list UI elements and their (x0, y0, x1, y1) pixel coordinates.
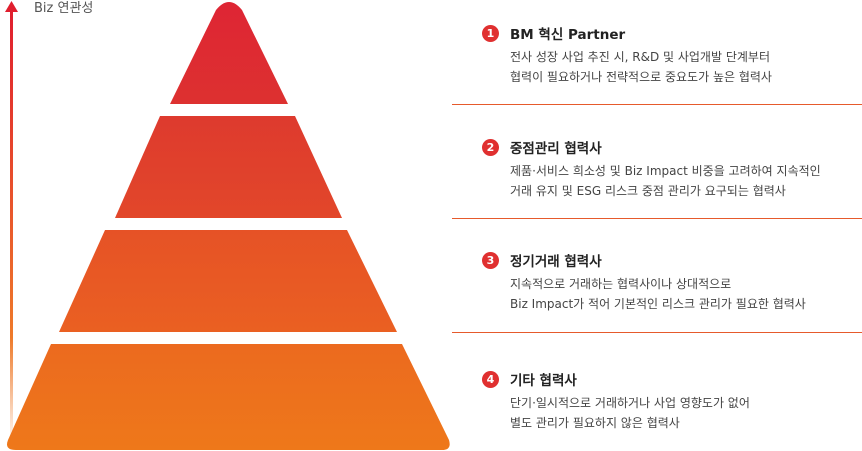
tier-3-title: 정기거래 협력사 (510, 254, 602, 270)
tier-1-description: 전사 성장 사업 추진 시, R&D 및 사업개발 단계부터 협력이 필요하거나… (482, 47, 862, 87)
tier-4-block: 4 기타 협력사 단기·일시적으로 거래하거나 사업 영향도가 없어 별도 관리… (482, 369, 862, 433)
tier-3-divider (452, 332, 862, 333)
tier-2-description: 제품·서비스 희소성 및 Biz Impact 비중을 고려하여 지속적인 거래… (482, 161, 862, 201)
pyramid-tier-4 (7, 344, 450, 450)
tier-2-divider (452, 218, 862, 219)
axis-arrow-head (5, 1, 18, 12)
tier-4-number-badge: 4 (482, 370, 499, 388)
pyramid-tier-1 (170, 2, 288, 104)
pyramid (7, 2, 450, 450)
tier-3-description: 지속적으로 거래하는 협력사이나 상대적으로 Biz Impact가 적어 기본… (482, 274, 862, 314)
tier-3-number-badge: 3 (482, 251, 499, 269)
pyramid-tier-3 (59, 230, 397, 332)
tier-2-desc-line-1: 제품·서비스 희소성 및 Biz Impact 비중을 고려하여 지속적인 (510, 164, 821, 178)
tier-1-title: BM 혁신 Partner (510, 27, 626, 43)
tier-1-divider (452, 104, 862, 105)
tier-2-title: 중점관리 협력사 (510, 141, 602, 157)
tier-4-description: 단기·일시적으로 거래하거나 사업 영향도가 없어 별도 관리가 필요하지 않은… (482, 393, 862, 433)
tier-1-number-badge: 1 (482, 24, 499, 42)
tier-1-desc-line-2: 협력이 필요하거나 전략적으로 중요도가 높은 협력사 (510, 70, 772, 84)
tier-2-block: 2 중점관리 협력사 제품·서비스 희소성 및 Biz Impact 비중을 고… (482, 137, 862, 201)
tier-2-desc-line-2: 거래 유지 및 ESG 리스크 중점 관리가 요구되는 협력사 (510, 184, 786, 198)
tier-4-desc-line-1: 단기·일시적으로 거래하거나 사업 영향도가 없어 (510, 396, 750, 410)
axis-line (10, 9, 13, 447)
relevance-axis-arrow (5, 1, 18, 447)
pyramid-tier-2 (115, 116, 342, 218)
tier-2-number-badge: 2 (482, 138, 499, 156)
axis-label: Biz 연관성 (34, 1, 94, 16)
tier-3-desc-line-1: 지속적으로 거래하는 협력사이나 상대적으로 (510, 277, 732, 291)
tier-4-title: 기타 협력사 (510, 373, 577, 389)
tier-1-desc-line-1: 전사 성장 사업 추진 시, R&D 및 사업개발 단계부터 (510, 50, 770, 64)
tier-4-desc-line-2: 별도 관리가 필요하지 않은 협력사 (510, 416, 680, 430)
tier-3-block: 3 정기거래 협력사 지속적으로 거래하는 협력사이나 상대적으로 Biz Im… (482, 250, 862, 314)
tier-3-desc-line-2: Biz Impact가 적어 기본적인 리스크 관리가 필요한 협력사 (510, 297, 806, 311)
tier-1-block: 1 BM 혁신 Partner 전사 성장 사업 추진 시, R&D 및 사업개… (482, 23, 862, 87)
